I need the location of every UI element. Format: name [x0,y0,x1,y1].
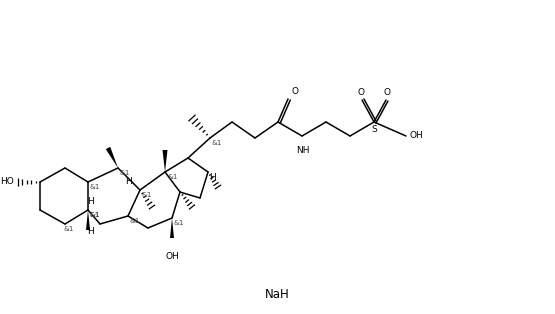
Text: O: O [384,88,391,97]
Text: &1: &1 [142,192,153,198]
Text: &1: &1 [90,212,100,218]
Text: NH: NH [296,146,310,155]
Text: HO: HO [0,177,14,187]
Text: S: S [371,125,377,134]
Text: H: H [125,177,132,187]
Text: O: O [357,88,365,97]
Polygon shape [163,150,168,172]
Polygon shape [170,218,174,238]
Text: OH: OH [165,252,179,261]
Text: OH: OH [410,132,424,140]
Text: &1: &1 [212,140,223,146]
Polygon shape [86,210,90,230]
Text: H: H [87,198,93,207]
Text: &1: &1 [90,184,100,190]
Text: &1: &1 [130,218,140,224]
Text: &1: &1 [120,170,130,176]
Text: &1: &1 [167,174,178,180]
Text: H: H [210,172,216,181]
Text: O: O [292,87,299,96]
Text: &1: &1 [174,220,184,226]
Text: H: H [87,228,93,236]
Polygon shape [106,147,118,168]
Text: &1: &1 [90,212,100,218]
Text: NaH: NaH [265,288,289,300]
Text: &1: &1 [63,226,73,232]
